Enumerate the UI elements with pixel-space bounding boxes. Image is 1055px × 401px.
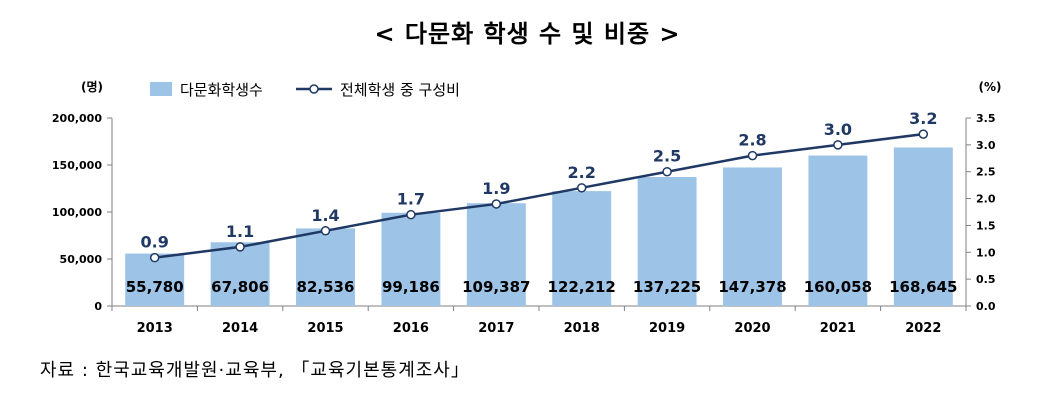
rate-value-label: 1.4: [311, 206, 339, 225]
rate-point: [662, 166, 672, 177]
rate-value-label: 2.8: [738, 131, 766, 150]
bar-value-label: 67,806: [211, 278, 269, 296]
bar-value-label: 122,212: [548, 278, 616, 296]
rate-point: [320, 226, 331, 236]
rate-value-label: 2.5: [653, 147, 681, 166]
bar: [296, 228, 355, 306]
bar: [210, 242, 270, 306]
y-left-tick-label: 100,000: [52, 206, 102, 219]
legend-line-marker: [309, 84, 319, 94]
x-tick-label: 2014: [222, 321, 258, 336]
y-right-tick-label: 3.5: [976, 112, 996, 125]
rate-line: [154, 132, 924, 259]
y-right-tick-label: 0.0: [976, 300, 996, 313]
y-left-tick-label: 200,000: [52, 112, 102, 125]
y-left-unit: (명): [81, 80, 103, 94]
rate-point: [406, 209, 416, 220]
y-left-tick-label: 50,000: [60, 253, 103, 266]
x-tick-label: 2019: [649, 321, 685, 336]
y-left-tick-label: 150,000: [52, 159, 102, 172]
x-tick-label: 2015: [307, 321, 343, 336]
x-tick-label: 2013: [137, 321, 173, 336]
bar-value-label: 160,058: [804, 278, 872, 296]
bar: [723, 167, 782, 306]
y-right-tick-label: 2.0: [976, 193, 996, 206]
bar-value-label: 82,536: [297, 278, 355, 296]
bar: [552, 191, 612, 306]
legend-line-label: 전체학생 중 구성비: [340, 81, 460, 99]
bar-value-label: 147,378: [718, 278, 786, 296]
bar-value-label: 99,186: [382, 278, 440, 296]
rate-point: [576, 183, 587, 193]
bar: [466, 203, 526, 306]
y-left-tick-label: 0: [94, 300, 102, 313]
x-tick-label: 2017: [478, 321, 514, 336]
bar-value-label: 137,225: [633, 278, 701, 296]
bar-value-label: 168,645: [889, 278, 957, 296]
bar: [893, 147, 953, 306]
x-tick-label: 2021: [820, 321, 856, 336]
y-right-tick-label: 1.5: [976, 219, 996, 232]
y-right-tick-label: 0.5: [976, 273, 996, 286]
rate-value-label: 2.2: [568, 163, 596, 182]
rate-value-label: 0.9: [141, 233, 169, 252]
rate-value-label: 3.2: [909, 109, 937, 128]
rate-value-label: 3.0: [824, 120, 852, 139]
chart-title: < 다문화 학생 수 및 비중 >: [374, 20, 681, 48]
bar-value-label: 109,387: [462, 278, 530, 296]
bar-value-label: 55,780: [126, 278, 184, 296]
rate-point: [918, 129, 929, 139]
x-tick-label: 2016: [393, 321, 429, 336]
rate-value-label: 1.1: [226, 222, 254, 241]
rate-point: [833, 140, 843, 150]
rate-value-label: 1.7: [397, 190, 425, 209]
bar: [637, 177, 697, 306]
x-tick-label: 2020: [734, 321, 770, 336]
y-right-tick-label: 3.0: [976, 139, 996, 152]
legend-bar-label: 다문화학생수: [180, 81, 263, 99]
bar: [808, 155, 868, 306]
rate-point: [235, 242, 245, 252]
x-tick-label: 2018: [564, 321, 600, 336]
y-right-unit: (%): [979, 80, 1002, 94]
x-tick-label: 2022: [905, 321, 941, 336]
rate-point: [491, 199, 502, 209]
legend-bar-swatch: [150, 82, 172, 96]
rate-point: [747, 150, 758, 161]
y-right-tick-label: 1.0: [976, 246, 996, 259]
bar: [381, 212, 441, 306]
y-right-tick-label: 2.5: [976, 166, 996, 179]
rate-point: [149, 252, 160, 263]
rate-value-label: 1.9: [482, 179, 510, 198]
source-note: 자료 : 한국교육개발원·교육부, 「교육기본통계조사」: [40, 360, 470, 381]
